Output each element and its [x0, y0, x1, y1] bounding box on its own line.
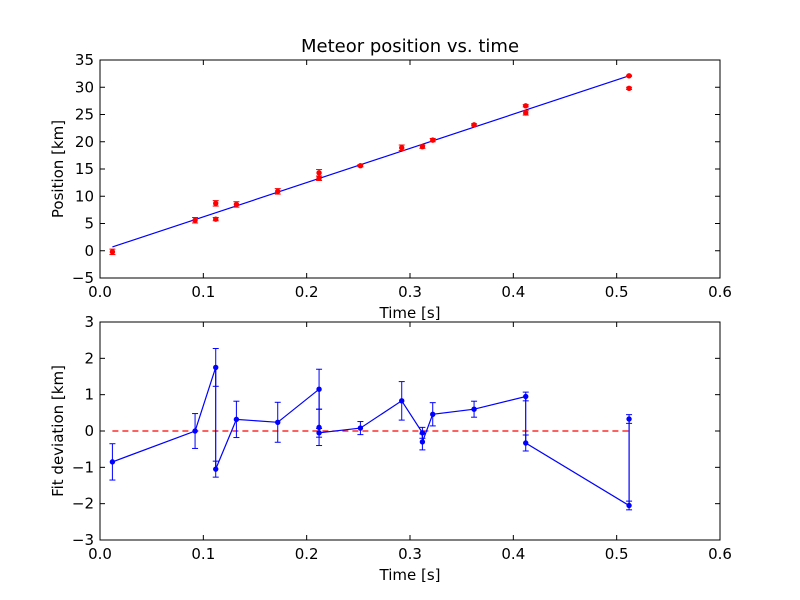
x-tick-label: 0.4: [501, 545, 525, 563]
data-point: [626, 502, 632, 509]
data-point: [192, 428, 198, 434]
data-point: [316, 430, 322, 436]
plot-area-frame: [99, 59, 721, 279]
data-point: [213, 364, 219, 371]
data-point: [523, 110, 529, 116]
x-tick-label: 0.3: [398, 283, 422, 301]
data-point: [275, 188, 281, 195]
y-tick-label: −3: [72, 531, 94, 549]
plot-marks: [109, 73, 633, 256]
data-point: [430, 411, 436, 417]
data-point: [233, 416, 240, 423]
y-axis-label: Fit deviation [km]: [49, 365, 67, 497]
x-axis-label: Time [s]: [379, 304, 441, 322]
y-tick-label: 1: [84, 386, 94, 404]
y-tick-label: 0: [84, 242, 94, 260]
x-tick-label: 0.3: [398, 545, 422, 563]
data-point: [275, 419, 281, 425]
y-tick-label: 35: [75, 51, 94, 69]
data-point: [213, 200, 219, 207]
data-point: [316, 175, 322, 181]
data-point: [213, 216, 219, 222]
x-tick-label: 0.6: [708, 283, 732, 301]
position-chart: Meteor position vs. time 0.0 0.1 0.2 0.3 0.4…: [49, 36, 732, 322]
data-point: [316, 386, 322, 392]
data-point: [430, 137, 436, 143]
data-point: [471, 122, 477, 128]
data-point: [192, 217, 198, 223]
data-point: [357, 425, 364, 431]
data-point: [419, 143, 426, 150]
y-tick-label: 30: [75, 78, 94, 96]
data-point: [399, 398, 405, 404]
x-tick-label: 0.2: [295, 545, 319, 563]
y-tick-label: −1: [72, 458, 94, 476]
y-tick-label: 3: [84, 313, 94, 331]
y-tick-label: 2: [84, 349, 94, 367]
data-point: [523, 393, 529, 400]
y-tick-label: 0: [84, 422, 94, 440]
data-point: [109, 459, 116, 465]
deviation-line: [112, 367, 630, 507]
plot-marks: [109, 348, 633, 511]
data-point: [523, 440, 529, 446]
data-point: [109, 249, 116, 255]
data-point: [626, 416, 632, 422]
x-tick-label: 0.0: [88, 283, 112, 301]
y-tick-label: −5: [72, 269, 94, 287]
chart-title: Meteor position vs. time: [301, 36, 519, 57]
data-point: [316, 170, 322, 176]
data-point: [399, 145, 405, 151]
x-tick-label: 0.2: [295, 283, 319, 301]
y-axis-label: Position [km]: [49, 120, 67, 218]
x-tick-label: 0.4: [501, 283, 525, 301]
y-tick-label: −2: [72, 495, 94, 513]
data-point: [626, 73, 632, 79]
x-tick-label: 0.5: [605, 283, 629, 301]
data-point: [213, 466, 219, 472]
y-tick-label: 20: [75, 133, 94, 151]
x-tick-label: 0.0: [88, 545, 112, 563]
x-tick-label: 0.1: [191, 545, 215, 563]
data-point: [233, 201, 240, 208]
x-tick-label: 0.1: [191, 283, 215, 301]
data-point: [471, 406, 477, 412]
data-point: [626, 85, 632, 92]
deviation-chart: 0.0 0.1 0.2 0.3 0.4 0.5 0.6 −3 −2 −1 0 1 2 3 Time [s]…: [49, 313, 732, 584]
y-tick-label: 25: [75, 106, 94, 124]
axis-ticks: 0.0 0.1 0.2 0.3 0.4 0.5 0.6 −3 −2 −1 0 1 2 3: [72, 313, 732, 563]
fit-line: [112, 75, 630, 248]
y-tick-label: 5: [84, 215, 94, 233]
data-point: [419, 439, 426, 445]
data-point: [523, 103, 529, 109]
x-tick-label: 0.5: [605, 545, 629, 563]
y-tick-label: 15: [75, 160, 94, 178]
x-axis-label: Time [s]: [379, 566, 441, 584]
data-point: [357, 163, 364, 169]
axis-ticks: 0.0 0.1 0.2 0.3 0.4 0.5 0.6 −5 0 5 10 15 20 25 30 35: [72, 51, 732, 301]
y-tick-label: 10: [75, 187, 94, 205]
x-tick-label: 0.6: [708, 545, 732, 563]
